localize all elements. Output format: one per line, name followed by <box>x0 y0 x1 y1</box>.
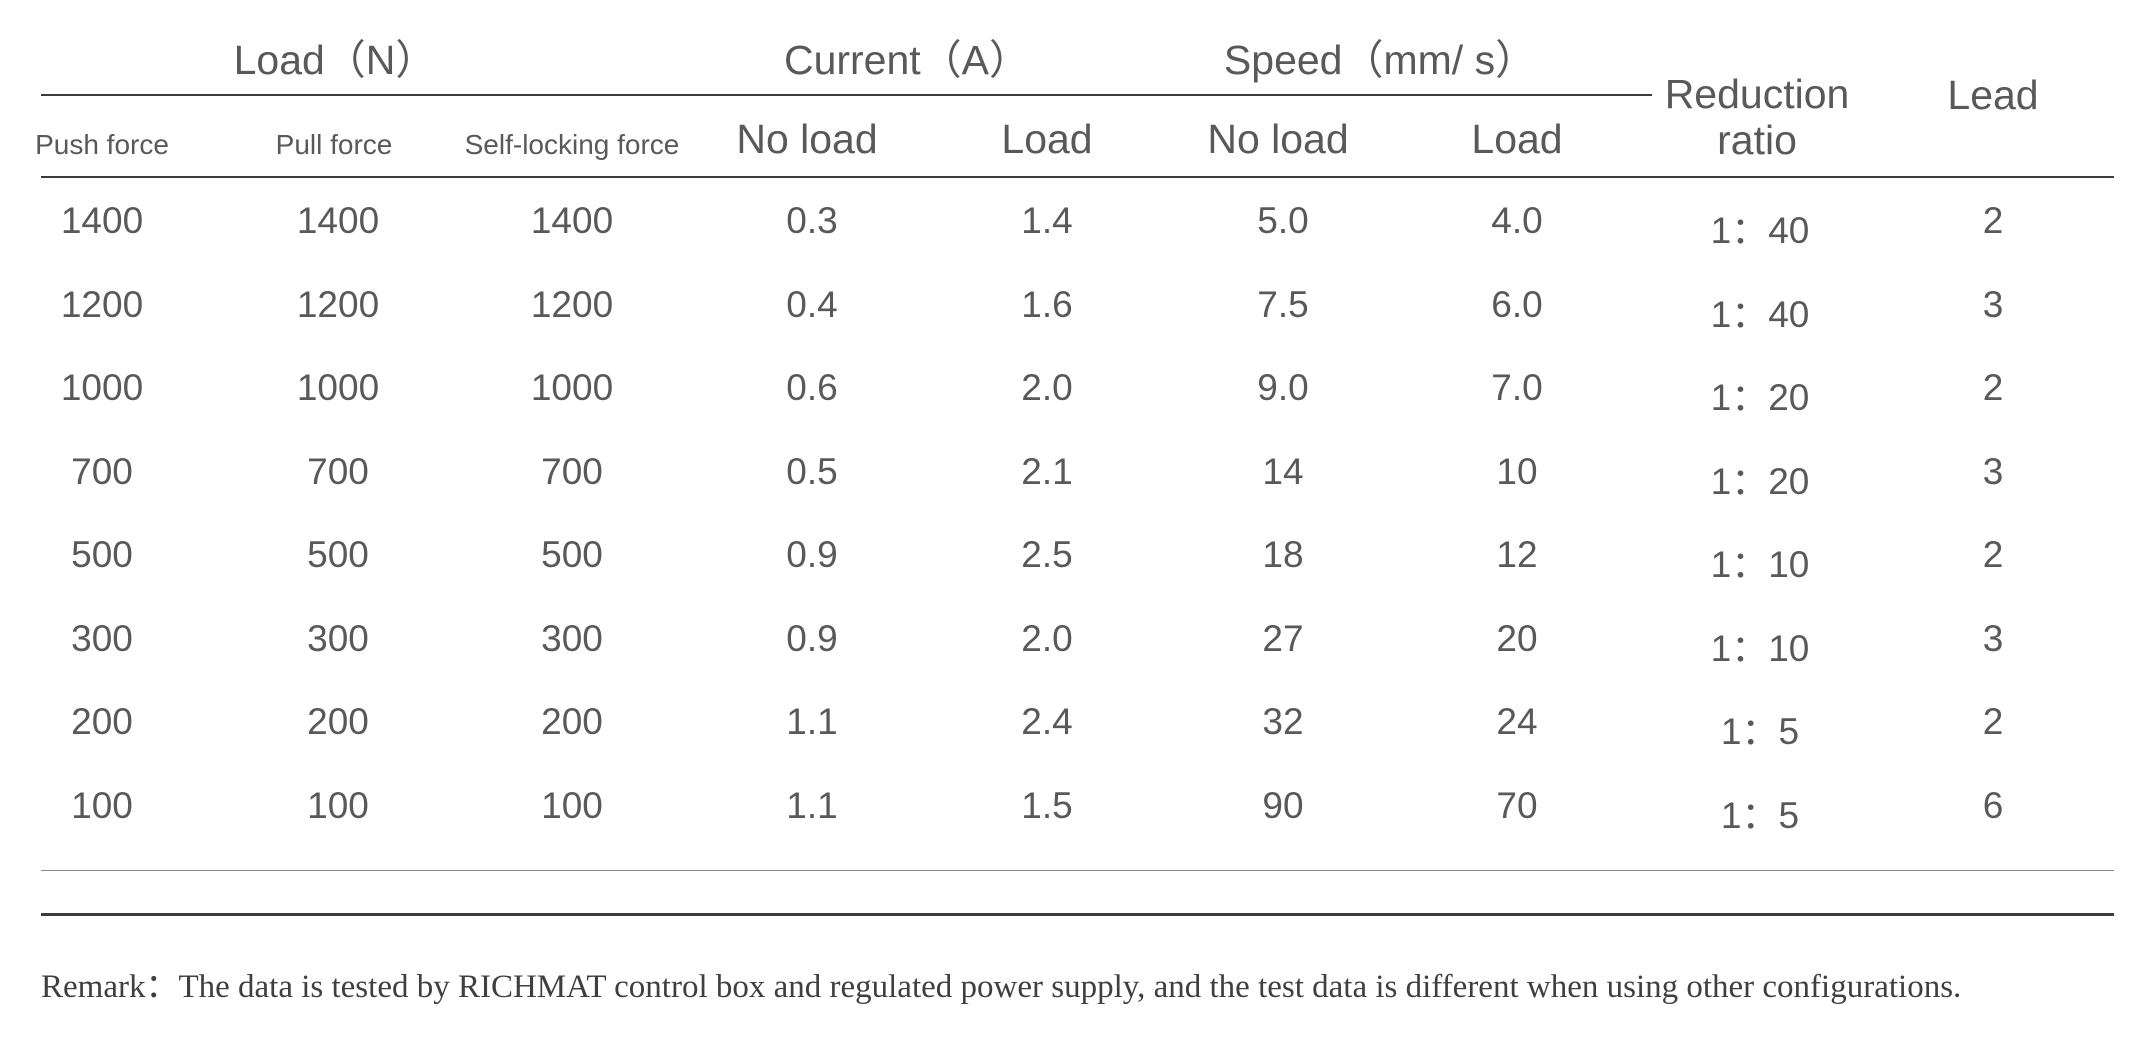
current-no-load-cell: 0.3 <box>786 200 838 241</box>
self-locking-force-cell: 1000 <box>530 367 614 408</box>
current-no-load-cell: 0.6 <box>786 367 838 408</box>
push-force-cell: 1000 <box>60 367 144 408</box>
reduction-ratio-cell: 1：20 <box>1710 377 1810 418</box>
lead-cell: 2 <box>1982 534 2004 575</box>
speed-group-header: Speed（mm/ s） <box>1223 37 1537 83</box>
reduction-ratio-cell: 1：5 <box>1720 711 1800 752</box>
lead-cell: 3 <box>1982 450 2004 492</box>
speed-load-cell: 24 <box>1496 701 1538 742</box>
current-no-load-cell: 0.5 <box>786 450 838 492</box>
lead-cell: 2 <box>1982 367 2004 408</box>
reduction-ratio-header-line2: ratio <box>1717 117 1797 163</box>
table-bottom-rule <box>41 870 2114 871</box>
speed-load-header: Load <box>1471 116 1563 162</box>
speed-no-load-cell: 90 <box>1262 784 1304 826</box>
speed-load-cell: 7.0 <box>1491 367 1543 408</box>
speed-load-cell: 70 <box>1496 784 1538 826</box>
current-load-cell: 2.0 <box>1021 367 1073 408</box>
speed-load-cell: 4.0 <box>1491 200 1543 241</box>
load-group-header: Load（N） <box>233 37 437 83</box>
current-no-load-cell: 0.9 <box>786 617 838 659</box>
current-load-cell: 2.0 <box>1021 617 1073 659</box>
reduction-ratio-cell: 1：10 <box>1710 627 1810 669</box>
lead-cell: 6 <box>1982 784 2004 826</box>
subheader-rule <box>41 176 2114 178</box>
reduction-ratio-cell: 1：40 <box>1710 293 1810 335</box>
speed-no-load-cell: 14 <box>1262 450 1304 492</box>
push-force-cell: 500 <box>71 534 133 575</box>
push-force-cell: 1200 <box>60 283 144 325</box>
pull-force-cell: 1400 <box>296 200 380 241</box>
pull-force-cell: 300 <box>307 617 369 659</box>
self-locking-force-cell: 1200 <box>530 283 614 325</box>
pull-force-cell: 1200 <box>296 283 380 325</box>
lead-cell: 2 <box>1982 200 2004 241</box>
push-force-cell: 300 <box>71 617 133 659</box>
current-load-cell: 2.4 <box>1021 701 1073 742</box>
push-force-cell: 700 <box>71 450 133 492</box>
speed-load-cell: 10 <box>1496 450 1538 492</box>
reduction-ratio-cell: 1：10 <box>1710 544 1810 585</box>
lead-cell: 3 <box>1982 617 2004 659</box>
speed-no-load-cell: 5.0 <box>1257 200 1309 241</box>
current-no-load-cell: 1.1 <box>786 701 838 742</box>
self-locking-force-cell: 300 <box>541 617 603 659</box>
current-no-load-cell: 0.9 <box>786 534 838 575</box>
speed-no-load-cell: 7.5 <box>1257 283 1309 325</box>
current-group-header: Current（A） <box>783 37 1031 83</box>
pull-force-cell: 100 <box>307 784 369 826</box>
current-load-header: Load <box>1001 116 1093 162</box>
current-no-load-cell: 1.1 <box>786 784 838 826</box>
pull-force-cell: 1000 <box>296 367 380 408</box>
self-locking-force-cell: 1400 <box>530 200 614 241</box>
lead-cell: 2 <box>1982 701 2004 742</box>
lead-header: Lead <box>1947 72 2039 118</box>
reduction-ratio-header: Reduction ratio <box>1665 71 1850 163</box>
self-locking-force-cell: 500 <box>541 534 603 575</box>
self-locking-force-header: Self-locking force <box>464 129 680 160</box>
current-load-cell: 2.1 <box>1021 450 1073 492</box>
speed-no-load-header: No load <box>1207 116 1349 162</box>
self-locking-force-cell: 200 <box>541 701 603 742</box>
push-force-header: Push force <box>35 129 169 160</box>
reduction-ratio-cell: 1：20 <box>1710 460 1810 502</box>
remark-separator-rule <box>41 913 2114 916</box>
push-force-cell: 200 <box>71 701 133 742</box>
speed-no-load-cell: 27 <box>1262 617 1304 659</box>
pull-force-cell: 500 <box>307 534 369 575</box>
pull-force-cell: 200 <box>307 701 369 742</box>
speed-no-load-cell: 18 <box>1262 534 1304 575</box>
self-locking-force-cell: 700 <box>541 450 603 492</box>
reduction-ratio-header-line1: Reduction <box>1664 71 1850 117</box>
pull-force-cell: 700 <box>307 450 369 492</box>
group-header-rule <box>41 94 1652 96</box>
push-force-cell: 1400 <box>60 200 144 241</box>
current-load-cell: 1.5 <box>1021 784 1073 826</box>
speed-load-cell: 20 <box>1496 617 1538 659</box>
reduction-ratio-cell: 1：40 <box>1710 210 1810 251</box>
push-force-cell: 100 <box>71 784 133 826</box>
lead-cell: 3 <box>1982 283 2004 325</box>
current-no-load-header: No load <box>736 116 878 162</box>
speed-load-cell: 6.0 <box>1491 283 1543 325</box>
speed-load-cell: 12 <box>1496 534 1538 575</box>
speed-no-load-cell: 9.0 <box>1257 367 1309 408</box>
self-locking-force-cell: 100 <box>541 784 603 826</box>
current-load-cell: 2.5 <box>1021 534 1073 575</box>
reduction-ratio-cell: 1：5 <box>1720 794 1800 836</box>
remark-note: Remark：The data is tested by RICHMAT con… <box>41 969 1962 1005</box>
speed-no-load-cell: 32 <box>1262 701 1304 742</box>
pull-force-header: Pull force <box>275 129 393 160</box>
current-load-cell: 1.6 <box>1021 283 1073 325</box>
current-load-cell: 1.4 <box>1021 200 1073 241</box>
current-no-load-cell: 0.4 <box>786 283 838 325</box>
